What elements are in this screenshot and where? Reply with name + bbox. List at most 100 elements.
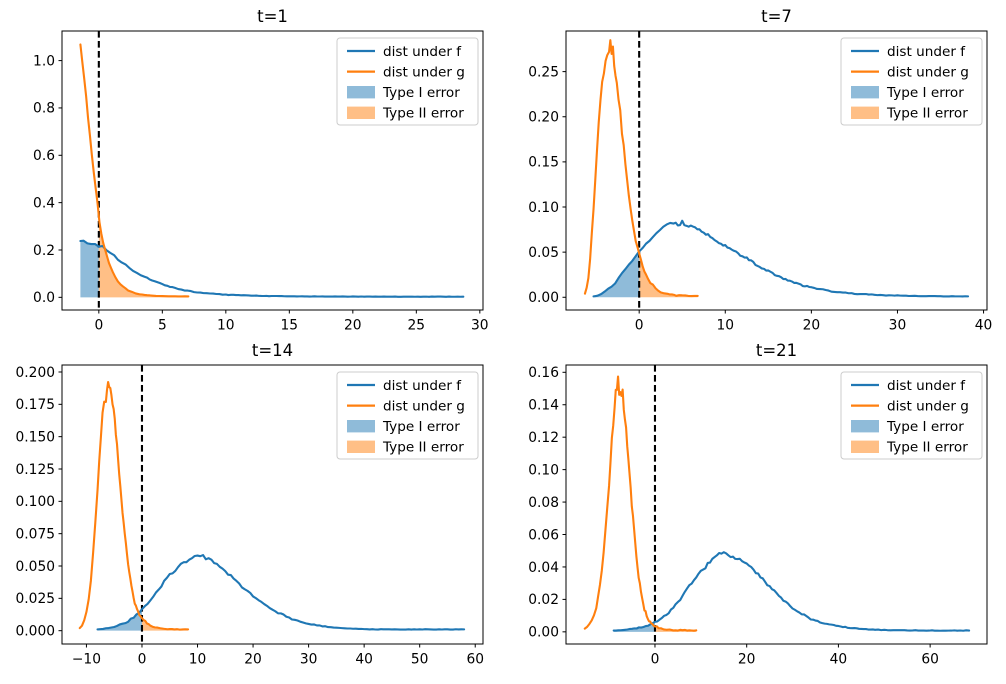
x-tick-label: 0: [635, 318, 644, 334]
x-tick-label: 50: [411, 652, 429, 668]
legend-label: dist under f: [383, 44, 462, 60]
x-tick-label: 20: [344, 318, 362, 334]
legend-label: dist under g: [383, 398, 465, 414]
legend-patch-swatch: [347, 420, 375, 433]
legend-patch-swatch: [851, 106, 879, 119]
y-tick-label: 0.06: [528, 527, 559, 543]
y-tick-label: 0.16: [528, 365, 559, 381]
legend-entry: Type II error: [347, 440, 464, 456]
y-tick-label: 0.8: [33, 101, 55, 117]
y-tick-label: 0.150: [16, 429, 56, 445]
legend-label: dist under g: [383, 64, 465, 80]
legend-entry: Type I error: [347, 85, 460, 101]
y-tick-label: 0.20: [528, 110, 559, 126]
y-tick-label: 0.050: [16, 559, 56, 575]
legend-patch-swatch: [347, 440, 375, 453]
y-tick-label: 0.05: [528, 245, 559, 261]
legend-entry: Type II error: [851, 106, 968, 122]
x-tick-label: 25: [408, 318, 426, 334]
legend-entry: Type I error: [851, 85, 964, 101]
dist-under-g-curve: [583, 39, 699, 298]
legend-label: dist under f: [383, 378, 462, 394]
y-tick-label: 0.02: [528, 592, 559, 608]
legend-entry: dist under f: [851, 44, 966, 60]
y-axis: 0.000 0.025 0.050 0.075 0.100 0.125 0.150 0.175…: [16, 365, 62, 639]
x-axis: −10 0 10 20 30 40 50 60: [72, 644, 484, 668]
legend-entry: dist under g: [851, 64, 969, 80]
legend-patch-swatch: [851, 420, 879, 433]
axes-spines: [565, 364, 988, 645]
y-tick-label: 0.6: [33, 148, 55, 164]
subplot-t-21: 0 20 40 600.000.020.040.060.080.100.120.140…: [528, 341, 988, 668]
y-tick-label: 0.2: [33, 243, 55, 259]
x-tick-label: 0: [94, 318, 103, 334]
legend-entry: dist under f: [851, 378, 966, 394]
legend-label: Type I error: [886, 85, 964, 101]
legend-label: Type I error: [886, 419, 964, 435]
legend: dist under f dist under g Type I error Type…: [336, 371, 479, 460]
x-tick-label: −10: [72, 652, 101, 668]
y-axis: 0.00 0.02 0.04 0.06 0.08 0.10 0.12 0.14 0.16: [528, 365, 566, 641]
axes-spines: [565, 30, 988, 311]
legend-box: [840, 37, 983, 126]
legend-label: dist under f: [887, 44, 966, 60]
legend-patch-swatch: [347, 106, 375, 119]
x-tick-label: 10: [189, 652, 207, 668]
y-tick-label: 0.14: [528, 398, 559, 414]
legend: dist under f dist under g Type I error Type…: [840, 37, 983, 126]
legend-label: dist under f: [887, 378, 966, 394]
dist-under-f-curve: [592, 219, 970, 298]
plot-title: t=7: [761, 7, 792, 26]
x-tick-label: 60: [921, 652, 939, 668]
dist-under-g-curve: [79, 43, 190, 298]
y-axis: 0.00 0.05 0.10 0.15 0.20 0.25: [528, 64, 566, 306]
x-tick-label: 30: [889, 318, 907, 334]
x-tick-label: 20: [803, 318, 821, 334]
type-i-error-fill: [80, 240, 99, 298]
x-tick-label: 40: [830, 652, 848, 668]
x-axis: 0 5 10 15 20 25 30: [94, 310, 489, 334]
legend-entry: Type II error: [347, 106, 464, 122]
subplot-t-1: 0 5 10 15 20 25 30 0.0 0.2 0.4 0.6 0.8 1.0 t=1 dist un…: [33, 7, 489, 334]
type-i-error-fill: [593, 251, 640, 298]
y-tick-label: 0.10: [528, 200, 559, 216]
legend-patch-swatch: [851, 440, 879, 453]
type-i-error-fill: [613, 621, 655, 632]
legend-label: Type I error: [382, 85, 460, 101]
plot-title: t=1: [257, 7, 288, 26]
legend-entry: dist under f: [347, 44, 462, 60]
x-tick-label: 30: [300, 652, 318, 668]
legend-entry: dist under f: [347, 378, 462, 394]
x-tick-label: 15: [281, 318, 299, 334]
y-tick-label: 0.25: [528, 64, 559, 80]
dist-under-g-curve: [78, 380, 190, 631]
type-i-error-fill: [97, 609, 142, 631]
legend-patch-swatch: [851, 86, 879, 99]
legend-label: dist under g: [887, 398, 969, 414]
legend-label: Type II error: [886, 440, 968, 456]
plot-title: t=14: [252, 341, 293, 360]
y-tick-label: 0.025: [16, 591, 56, 607]
y-tick-label: 0.15: [528, 155, 559, 171]
x-tick-label: 10: [716, 318, 734, 334]
x-tick-label: 5: [158, 318, 167, 334]
y-tick-label: 0.100: [16, 494, 56, 510]
dist-under-f-curve: [612, 551, 971, 632]
type-ii-error-fill: [98, 215, 189, 298]
legend-label: Type II error: [886, 106, 968, 122]
y-tick-label: 1.0: [33, 53, 55, 69]
y-tick-label: 0.08: [528, 495, 559, 511]
subplot-t-7: 0 10 20 30 40 0.00 0.05 0.10 0.15 0.20 0.25 t=7 dist…: [528, 7, 992, 334]
x-axis: 0 20 40 60: [651, 644, 939, 668]
y-tick-label: 0.12: [528, 430, 559, 446]
y-axis: 0.0 0.2 0.4 0.6 0.8 1.0: [33, 53, 62, 306]
legend-label: Type II error: [382, 106, 464, 122]
plot-title: t=21: [756, 341, 797, 360]
legend-entry: Type I error: [851, 419, 964, 435]
legend-entry: dist under g: [347, 64, 465, 80]
axes-spines: [61, 30, 484, 311]
legend-entry: dist under g: [851, 398, 969, 414]
legend-label: dist under g: [887, 64, 969, 80]
